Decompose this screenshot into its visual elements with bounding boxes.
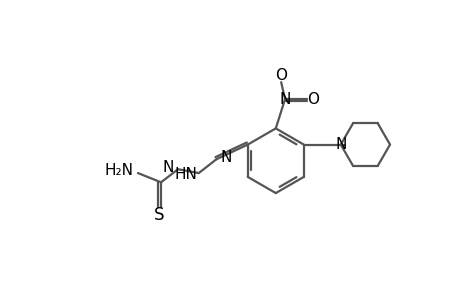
Text: N: N <box>220 150 231 165</box>
Text: S: S <box>154 206 164 224</box>
Text: HN: HN <box>174 167 197 182</box>
Text: N: N <box>334 137 346 152</box>
Text: O: O <box>274 68 286 83</box>
Text: H₂N: H₂N <box>104 163 133 178</box>
Text: O: O <box>306 92 318 107</box>
Text: N: N <box>162 160 174 175</box>
Text: N: N <box>279 92 290 106</box>
